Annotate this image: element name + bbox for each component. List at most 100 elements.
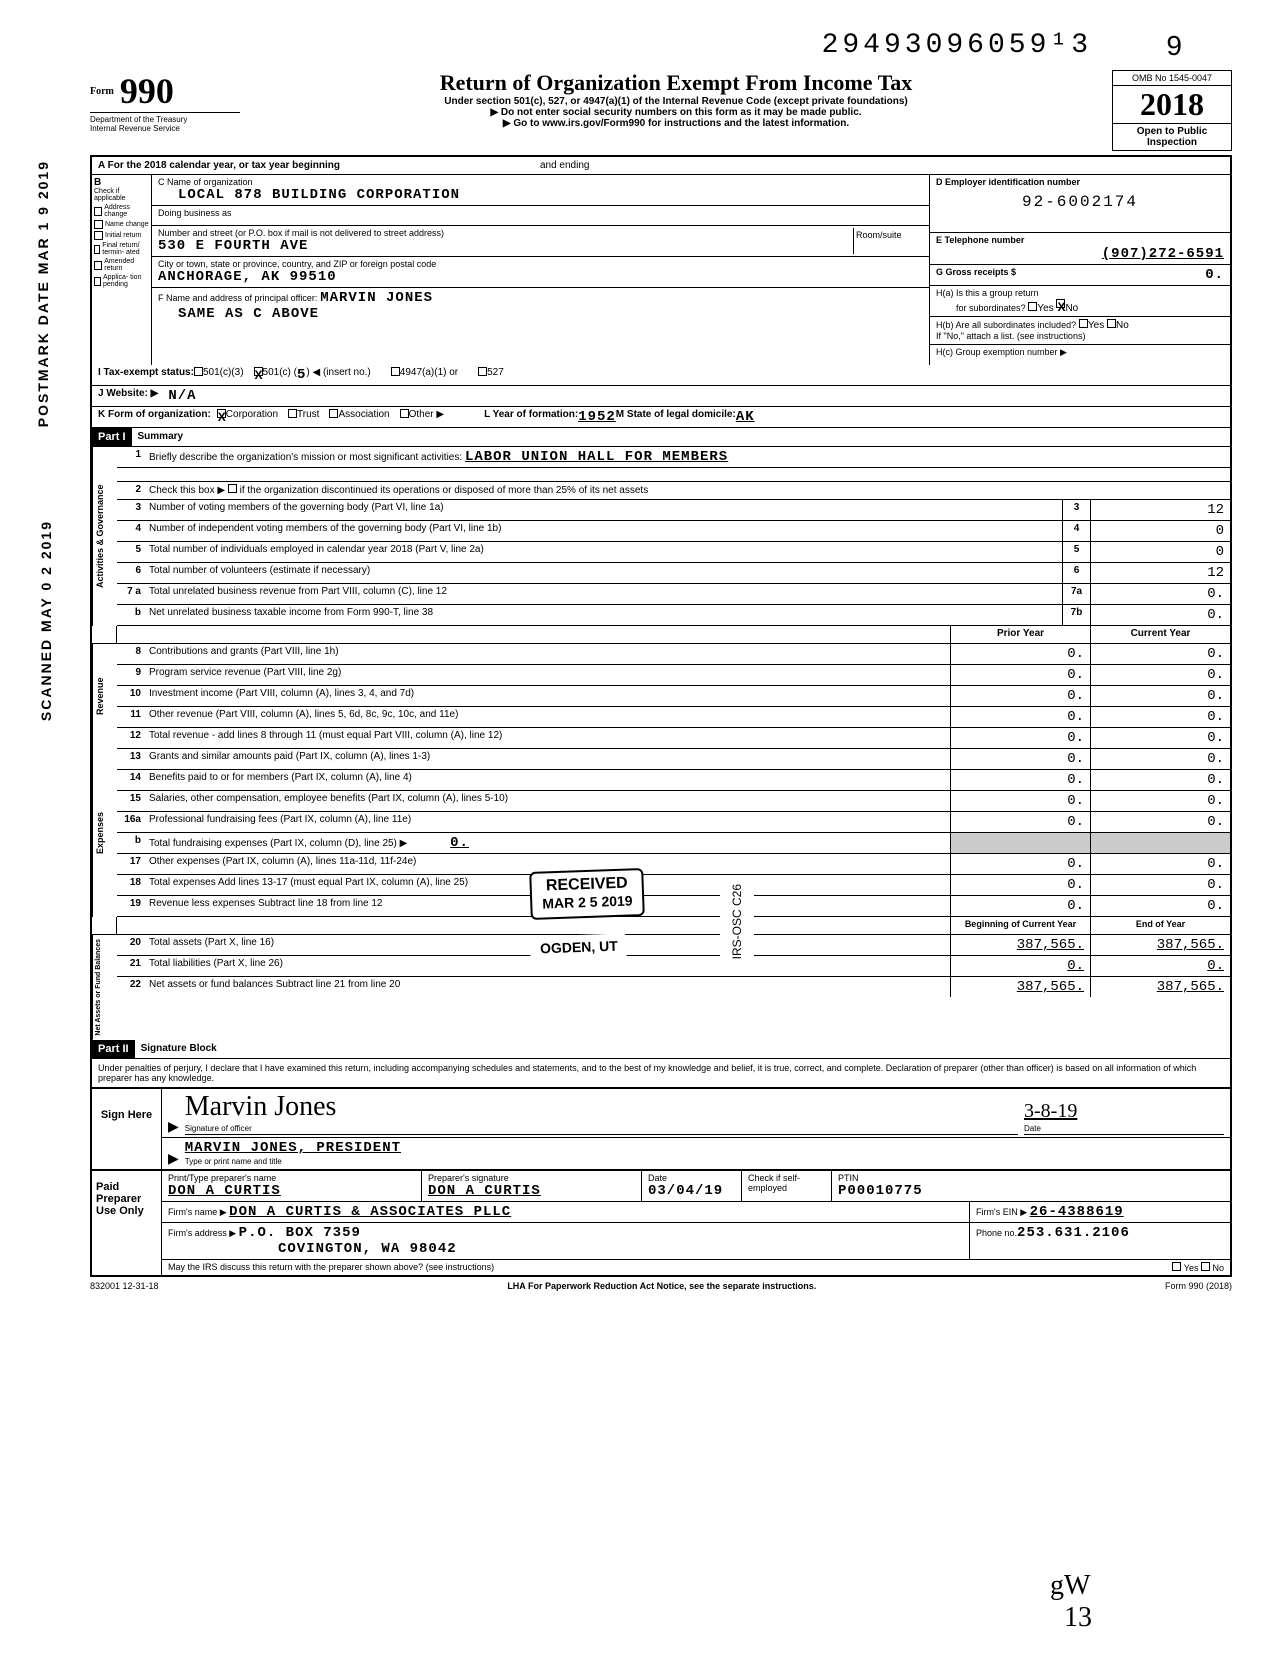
l18-cur: 0. xyxy=(1090,875,1230,895)
part1-header: Part I Summary xyxy=(92,428,1230,447)
ha-label: H(a) Is this a group return xyxy=(936,288,1039,298)
hb-no-checkbox[interactable] xyxy=(1107,319,1116,328)
date-label: Date xyxy=(1024,1124,1041,1133)
line15-desc: Salaries, other compensation, employee b… xyxy=(145,791,950,811)
side-revenue: Revenue xyxy=(92,644,117,749)
l15-prior: 0. xyxy=(950,791,1090,811)
ha-yes-checkbox[interactable] xyxy=(1028,302,1037,311)
l8-cur: 0. xyxy=(1090,644,1230,664)
firm-addr2: COVINGTON, WA 98042 xyxy=(278,1241,457,1257)
l13-cur: 0. xyxy=(1090,749,1230,769)
side-netassets: Net Assets or Fund Balances xyxy=(92,935,117,1040)
state-domicile: AK xyxy=(736,409,755,425)
l14-prior: 0. xyxy=(950,770,1090,790)
sign-date: 3-8-19 xyxy=(1024,1100,1077,1122)
firm-name: DON A CURTIS & ASSOCIATES PLLC xyxy=(229,1204,511,1220)
preparer-name: DON A CURTIS xyxy=(168,1183,415,1199)
line11-desc: Other revenue (Part VIII, column (A), li… xyxy=(145,707,950,727)
l10-prior: 0. xyxy=(950,686,1090,706)
line6-desc: Total number of volunteers (estimate if … xyxy=(145,563,1062,583)
l11-cur: 0. xyxy=(1090,707,1230,727)
scanned-stamp: SCANNED MAY 0 2 2019 xyxy=(38,520,54,721)
f-label: F Name and address of principal officer: xyxy=(158,293,317,303)
officer-name: MARVIN JONES xyxy=(320,290,433,306)
begin-year-header: Beginning of Current Year xyxy=(950,917,1090,934)
addr-change-checkbox[interactable] xyxy=(94,207,102,216)
row-a: A For the 2018 calendar year, or tax yea… xyxy=(92,157,1230,175)
hb-yes-checkbox[interactable] xyxy=(1079,319,1088,328)
501c3-checkbox[interactable] xyxy=(194,367,203,376)
line10-desc: Investment income (Part VIII, column (A)… xyxy=(145,686,950,706)
sig-officer-label: Signature of officer xyxy=(185,1124,252,1133)
year-box: OMB No 1545-0047 2018 Open to Public Ins… xyxy=(1112,70,1232,151)
officer-printed: MARVIN JONES, PRESIDENT xyxy=(185,1140,401,1156)
org-name: LOCAL 878 BUILDING CORPORATION xyxy=(178,187,923,203)
trust-checkbox[interactable] xyxy=(288,409,297,418)
omb-number: OMB No 1545-0047 xyxy=(1113,71,1231,86)
line16a-desc: Professional fundraising fees (Part IX, … xyxy=(145,812,950,832)
d-label: D Employer identification number xyxy=(936,177,1224,187)
firm-label: Firm's name ▶ xyxy=(168,1207,227,1217)
line2-desc: Check this box ▶ if the organization dis… xyxy=(145,482,1230,499)
line22-desc: Net assets or fund balances Subtract lin… xyxy=(145,977,950,997)
amended-checkbox[interactable] xyxy=(94,261,102,270)
l14-cur: 0. xyxy=(1090,770,1230,790)
assoc-checkbox[interactable] xyxy=(329,409,338,418)
line16b-desc: Total fundraising expenses (Part IX, col… xyxy=(145,833,950,853)
hb-label: H(b) Are all subordinates included? xyxy=(936,320,1076,330)
mission-value: LABOR UNION HALL FOR MEMBERS xyxy=(465,449,728,465)
discuss-no-checkbox[interactable] xyxy=(1201,1262,1210,1271)
l17-prior: 0. xyxy=(950,854,1090,874)
scan-right-digit: 9 xyxy=(1166,30,1182,62)
501c-checkbox[interactable]: X xyxy=(254,367,263,376)
hc-label: H(c) Group exemption number ▶ xyxy=(936,347,1067,357)
dept-line1: Department of the Treasury xyxy=(90,112,240,124)
corp-checkbox[interactable]: X xyxy=(217,409,226,418)
line1-desc: Briefly describe the organization's miss… xyxy=(145,447,1230,467)
gross-receipts: 0. xyxy=(1205,267,1224,283)
l15-cur: 0. xyxy=(1090,791,1230,811)
prep-date: 03/04/19 xyxy=(648,1183,735,1199)
page-footer: 832001 12-31-18 LHA For Paperwork Reduct… xyxy=(90,1277,1232,1295)
line12-desc: Total revenue - add lines 8 through 11 (… xyxy=(145,728,950,748)
form-header: Form 990 Department of the Treasury Inte… xyxy=(90,70,1232,151)
e-label: E Telephone number xyxy=(936,235,1024,245)
line4-desc: Number of independent voting members of … xyxy=(145,521,1062,541)
self-emp-label: Check if self-employed xyxy=(748,1173,825,1193)
discuss-yes-checkbox[interactable] xyxy=(1172,1262,1181,1271)
initial-return-checkbox[interactable] xyxy=(94,231,103,240)
application-checkbox[interactable] xyxy=(94,277,101,286)
ein-value: 92-6002174 xyxy=(936,187,1224,217)
row-i: I Tax-exempt status: 501(c)(3) X 501(c) … xyxy=(92,365,1230,386)
discontinued-checkbox[interactable] xyxy=(228,484,237,493)
line3-desc: Number of voting members of the governin… xyxy=(145,500,1062,520)
4947-checkbox[interactable] xyxy=(391,367,400,376)
line5-desc: Total number of individuals employed in … xyxy=(145,542,1062,562)
final-return-checkbox[interactable] xyxy=(94,245,100,254)
l10-cur: 0. xyxy=(1090,686,1230,706)
street-address: 530 E FOURTH AVE xyxy=(158,238,853,254)
pt-label: Print/Type preparer's name xyxy=(168,1173,415,1183)
name-change-checkbox[interactable] xyxy=(94,220,103,229)
phone-value: (907)272-6591 xyxy=(936,246,1224,262)
firm-phone: 253.631.2106 xyxy=(1017,1225,1130,1241)
l19-prior: 0. xyxy=(950,896,1090,916)
line6-val: 12 xyxy=(1090,563,1230,583)
ptin-label: PTIN xyxy=(838,1173,1224,1183)
city-value: ANCHORAGE, AK 99510 xyxy=(158,269,923,285)
may-discuss: May the IRS discuss this return with the… xyxy=(162,1260,1166,1275)
hb-note: If "No," attach a list. (see instruction… xyxy=(936,331,1085,341)
dept-line2: Internal Revenue Service xyxy=(90,124,240,133)
l20-begin: 387,565. xyxy=(950,935,1090,955)
other-checkbox[interactable] xyxy=(400,409,409,418)
irs-osc-stamp: IRS-OSC C26 xyxy=(720,880,754,963)
received-stamp: RECEIVED MAR 2 5 2019 xyxy=(529,868,645,920)
firm-ein: 26-4388619 xyxy=(1030,1204,1124,1220)
l22-end: 387,565. xyxy=(1090,977,1230,997)
form-number: Form 990 xyxy=(90,70,240,112)
website-value: N/A xyxy=(168,388,196,404)
l18-prior: 0. xyxy=(950,875,1090,895)
type-name-label: Type or print name and title xyxy=(185,1157,282,1166)
ogden-stamp: OGDEN, UT xyxy=(530,933,629,960)
527-checkbox[interactable] xyxy=(478,367,487,376)
